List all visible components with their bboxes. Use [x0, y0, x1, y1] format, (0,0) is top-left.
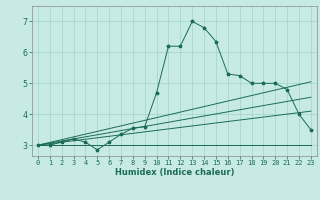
X-axis label: Humidex (Indice chaleur): Humidex (Indice chaleur)	[115, 168, 234, 177]
